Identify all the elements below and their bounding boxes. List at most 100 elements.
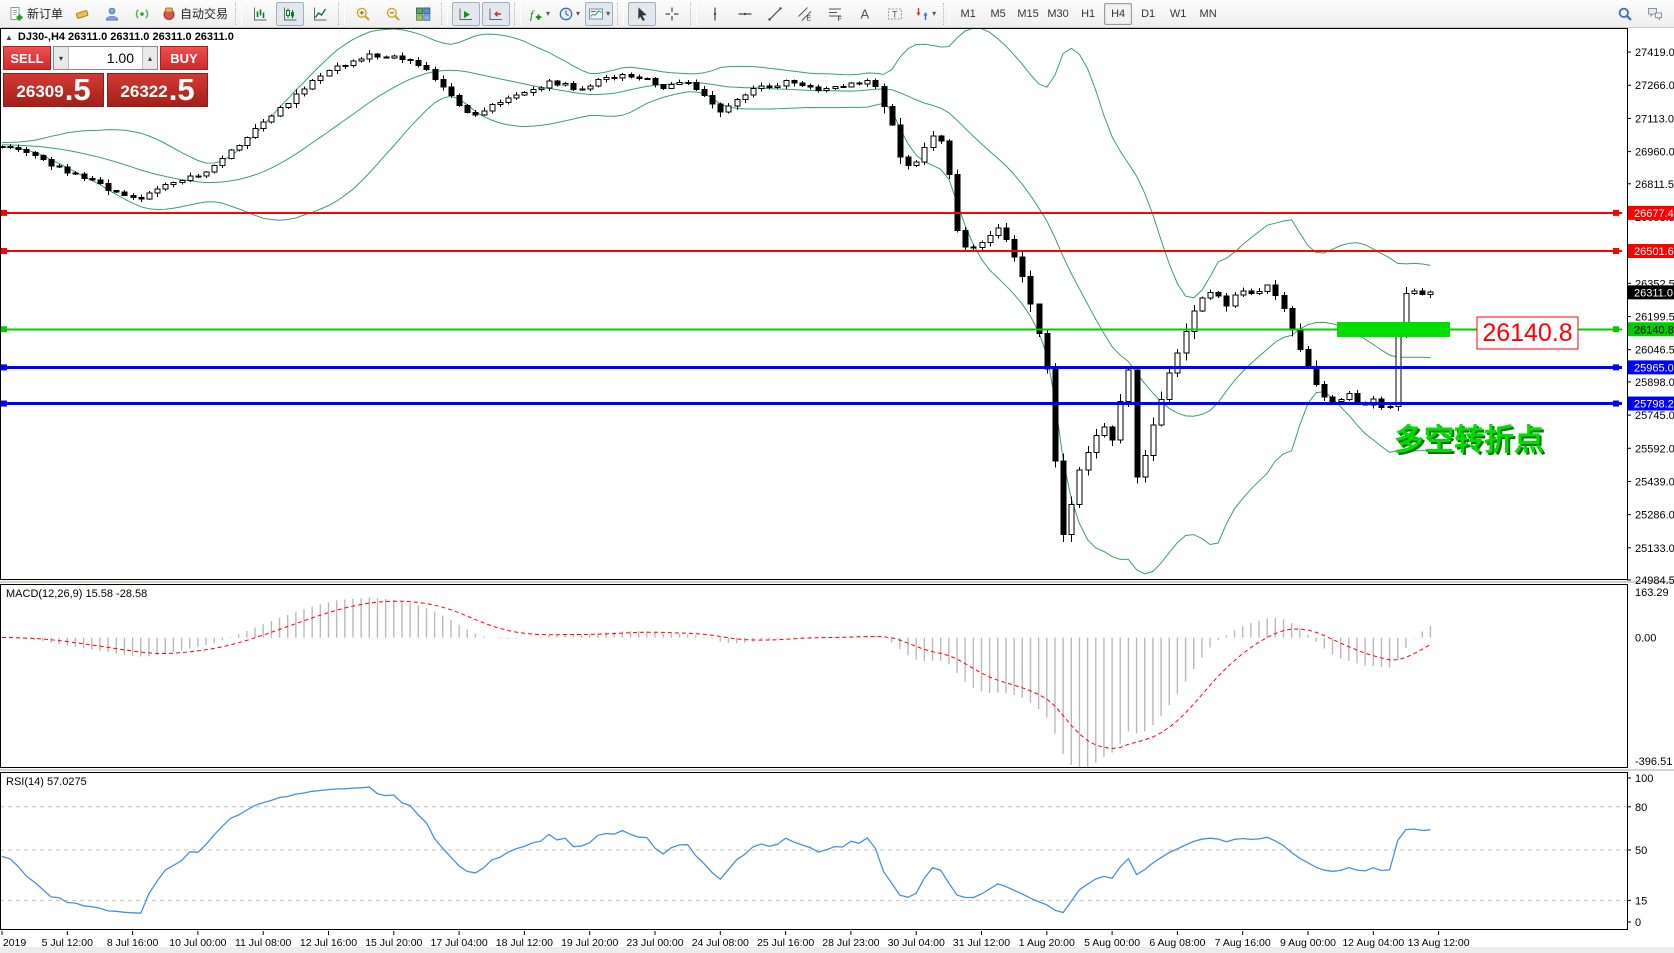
toolbar-button-fibonacci-retracement[interactable]: F — [821, 2, 849, 26]
text-label-icon: T — [887, 6, 903, 22]
toolbar-button-auto-trading[interactable]: 自动交易 — [158, 2, 231, 26]
toolbar-button-cursor[interactable] — [628, 1, 657, 26]
timeframe-button-h1[interactable]: H1 — [1081, 7, 1096, 20]
toolbar-button-auto-scroll[interactable] — [452, 1, 481, 26]
svg-text:5 Jul 12:00: 5 Jul 12:00 — [42, 937, 94, 949]
timeframe-button-m1[interactable]: M1 — [960, 7, 976, 20]
timeframe-button-m15[interactable]: M15 — [1017, 7, 1039, 20]
buy-button[interactable]: BUY — [160, 46, 208, 70]
toolbar-button-eraser[interactable] — [68, 2, 96, 26]
toolbar-button-vertical-line[interactable] — [701, 2, 729, 26]
sell-price-main: 26309 — [16, 82, 64, 101]
chevron-down-icon[interactable]: ▾ — [546, 9, 551, 18]
toolbar-button-equidistant-channel[interactable]: E — [791, 2, 819, 26]
highlight-rectangle[interactable] — [1337, 322, 1450, 337]
toolbar-button-line-chart-mode[interactable] — [306, 2, 334, 26]
eraser-icon — [74, 6, 90, 22]
timeframe-button-m5[interactable]: M5 — [990, 7, 1006, 20]
toolbar-button-new-order[interactable]: 新订单 — [5, 2, 66, 26]
hline-right-marker[interactable] — [1613, 400, 1619, 407]
volume-decrease-button[interactable]: ▾ — [54, 47, 69, 69]
tile-windows-icon — [415, 6, 431, 22]
toolbar-button-text[interactable]: A — [851, 2, 879, 26]
svg-text:24 Jul 08:00: 24 Jul 08:00 — [692, 937, 749, 949]
cn-annotation-text[interactable]: 多空转折点 — [1394, 424, 1544, 457]
hline-left-marker[interactable] — [1, 364, 7, 371]
auto-trading-label: 自动交易 — [180, 7, 229, 21]
svg-text:5 Aug 00:00: 5 Aug 00:00 — [1084, 937, 1140, 949]
toolbar-button-profile[interactable] — [98, 2, 126, 26]
volume-increase-button[interactable]: ▴ — [142, 47, 157, 69]
chevron-down-icon[interactable]: ▾ — [576, 9, 581, 18]
svg-text:26046.5: 26046.5 — [1635, 345, 1674, 357]
toolbar-button-horizontal-line[interactable] — [731, 2, 759, 26]
price-callout-text[interactable]: 26140.8 — [1482, 319, 1572, 347]
auto-trading-icon — [161, 6, 177, 22]
chevron-down-icon[interactable]: ▾ — [606, 9, 611, 18]
timeframe-button-m30[interactable]: M30 — [1047, 7, 1069, 20]
price-callout-box[interactable] — [1476, 316, 1579, 350]
toolbar-button-candle-chart-mode[interactable] — [276, 1, 305, 26]
cn-annotation-shadow: 多空转折点 — [1396, 426, 1546, 459]
level-lines: 26677.4 26501.6 26140.8 25965.0 25798.2 — [0, 205, 1674, 411]
toolbar-button-crosshair[interactable] — [658, 2, 686, 26]
toolbar-button-indicators-list[interactable]: f ▾ — [525, 2, 553, 26]
toolbar-separator — [235, 2, 243, 25]
hline-right-marker[interactable] — [1613, 364, 1619, 371]
hline-right-marker[interactable] — [1613, 326, 1619, 333]
volume-stepper[interactable]: ▾ 1.00 ▴ — [53, 46, 158, 70]
svg-text:25 Jul 16:00: 25 Jul 16:00 — [757, 937, 814, 949]
hline-left-marker[interactable] — [1, 209, 7, 216]
hline-right-marker[interactable] — [1613, 248, 1619, 255]
toolbar-separator — [943, 2, 951, 25]
toolbar-button-bar-chart-mode[interactable] — [246, 2, 274, 26]
toolbar-button-search[interactable] — [1611, 2, 1639, 26]
svg-text:31 Jul 12:00: 31 Jul 12:00 — [953, 937, 1010, 949]
toolbar-button-templates[interactable]: ▾ — [585, 1, 614, 26]
svg-text:27266.0: 27266.0 — [1635, 80, 1674, 92]
periods-icon — [558, 6, 574, 22]
volume-value[interactable]: 1.00 — [69, 47, 142, 69]
svg-text:0.00: 0.00 — [1635, 633, 1656, 645]
hline-left-marker[interactable] — [1, 248, 7, 255]
timeframe-button-h4[interactable]: H4 — [1104, 2, 1133, 25]
candlesticks — [0, 49, 1434, 543]
svg-text:26311.0: 26311.0 — [1634, 287, 1673, 299]
timeframe-button-mn[interactable]: MN — [1199, 7, 1217, 20]
toolbar-button-trendline[interactable] — [761, 2, 789, 26]
rsi-label: RSI(14) 57.0275 — [6, 776, 87, 788]
toolbar-button-chart-shift[interactable] — [482, 1, 511, 26]
candle-chart-mode-icon — [282, 6, 298, 22]
toolbar-button-market-signal[interactable] — [128, 2, 156, 26]
vertical-line-icon — [707, 6, 723, 22]
hline-left-marker[interactable] — [1, 400, 7, 407]
toolbar-button-zoom-in[interactable] — [349, 2, 377, 26]
svg-text:-396.51: -396.51 — [1635, 756, 1672, 768]
panel-collapse-icon[interactable]: ▲ — [5, 32, 13, 42]
svg-text:18 Jul 12:00: 18 Jul 12:00 — [496, 937, 553, 949]
toolbar-button-zoom-out[interactable] — [379, 2, 407, 26]
chart-caption: ▲ DJ30-,H4 26311.0 26311.0 26311.0 26311… — [5, 31, 234, 43]
hline-left-marker[interactable] — [1, 326, 7, 333]
timeframe-button-d1[interactable]: D1 — [1141, 7, 1156, 20]
sell-button[interactable]: SELL — [3, 46, 51, 70]
chevron-down-icon[interactable]: ▾ — [932, 9, 937, 18]
toolbar-button-chat[interactable] — [1641, 2, 1669, 26]
svg-text:25592.0: 25592.0 — [1635, 443, 1674, 455]
one-click-trading-panel: SELL ▾ 1.00 ▴ BUY 26309.5 26322.5 — [3, 46, 208, 107]
toolbar-button-tile-windows[interactable] — [409, 2, 437, 26]
chart-shift-icon — [488, 6, 504, 22]
svg-text:12 Aug 04:00: 12 Aug 04:00 — [1342, 937, 1404, 949]
current-price-label — [1628, 285, 1674, 300]
sell-price[interactable]: 26309.5 — [3, 73, 104, 107]
toolbar-button-periods[interactable]: ▾ — [555, 2, 583, 26]
timeframe-button-w1[interactable]: W1 — [1169, 7, 1187, 20]
toolbar-button-arrows[interactable]: ▾ — [911, 2, 939, 26]
toolbar-button-text-label[interactable]: T — [881, 2, 909, 26]
svg-text:100: 100 — [1635, 773, 1653, 785]
hline-right-marker[interactable] — [1613, 209, 1619, 216]
svg-text:A: A — [861, 6, 870, 21]
buy-price[interactable]: 26322.5 — [107, 73, 208, 107]
